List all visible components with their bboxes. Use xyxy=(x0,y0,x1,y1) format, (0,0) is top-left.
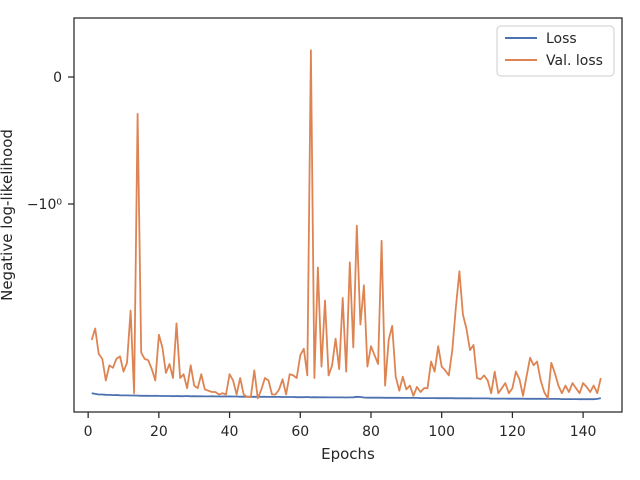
x-tick-label: 100 xyxy=(428,424,455,440)
x-axis: 0 20 40 60 80 100 120 140 xyxy=(84,412,597,440)
y-axis: 0 −10⁰ xyxy=(27,70,74,213)
x-axis-label: Epochs xyxy=(321,445,375,463)
x-tick-label: 20 xyxy=(150,424,168,440)
series-line-loss xyxy=(91,392,602,401)
x-tick-label: 40 xyxy=(221,424,239,440)
x-tick-label: 60 xyxy=(291,424,309,440)
y-tick-label: −10⁰ xyxy=(27,197,63,213)
x-tick-label: 120 xyxy=(499,424,526,440)
x-tick-label: 140 xyxy=(570,424,597,440)
series-layer xyxy=(90,49,602,401)
y-axis-label: Negative log-likelihood xyxy=(0,129,16,301)
legend-label-val-loss: Val. loss xyxy=(546,53,603,69)
y-tick-label: 0 xyxy=(53,70,62,86)
x-tick-label: 0 xyxy=(84,424,93,440)
legend-label-loss: Loss xyxy=(546,31,577,47)
series-line-val-loss xyxy=(90,49,602,400)
plot-area xyxy=(73,17,623,413)
legend: Loss Val. loss xyxy=(496,25,615,77)
x-tick-label: 80 xyxy=(362,424,380,440)
